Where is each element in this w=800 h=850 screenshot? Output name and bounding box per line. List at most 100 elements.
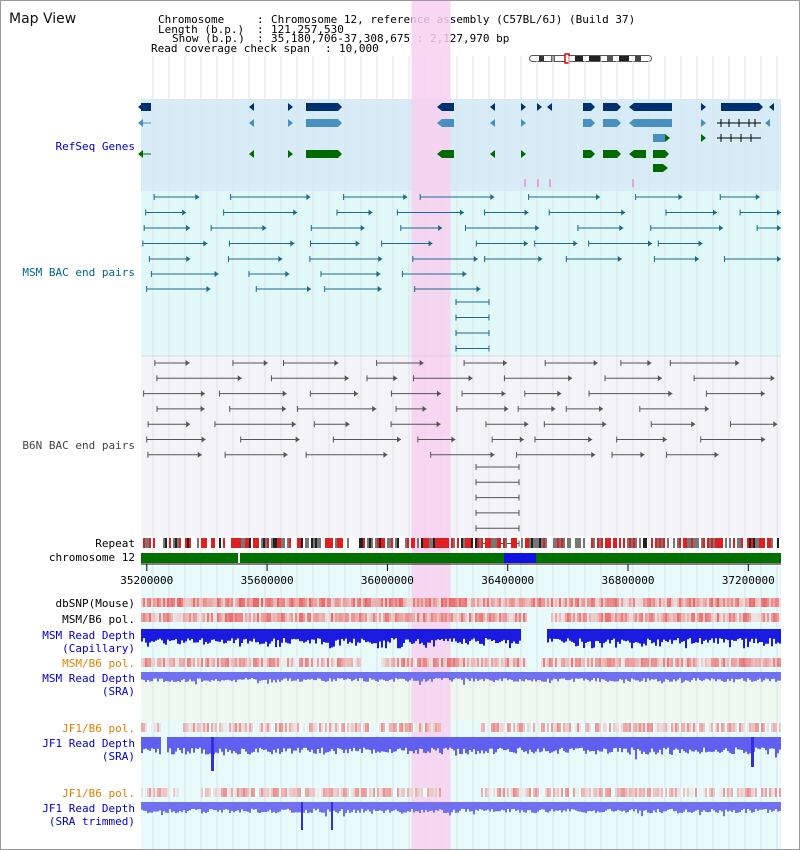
- dbsnp-cell: [261, 598, 263, 607]
- msm-capillary-depth-bar: [367, 629, 369, 642]
- jf1-b6-pol-cell: [613, 723, 615, 732]
- dbsnp-cell: [621, 598, 623, 607]
- jf1-sra-depth-bar: [441, 737, 443, 755]
- msm-b6-pol-cell: [681, 613, 683, 622]
- msm-capillary-depth-bar: [301, 629, 303, 642]
- msm-sra-depth-bar: [271, 672, 273, 683]
- jf1-sra-depth-bar: [239, 737, 241, 755]
- jf1-sra-depth-bar: [219, 737, 221, 749]
- msm-b6-pol-cell: [465, 613, 467, 622]
- jf1-b6-pol-2-cell: [205, 788, 207, 797]
- msm-b6-pol-cell: [323, 613, 325, 622]
- msm-b6-pol-cell: [251, 613, 253, 622]
- jf1-sra-depth-bar: [375, 737, 377, 753]
- msm-bac-end: [376, 271, 381, 277]
- jf1-trim-depth-bar: [247, 802, 249, 812]
- jf1-depth-spike: [211, 737, 214, 771]
- jf1-b6-pol-cell: [507, 723, 509, 732]
- msm-capillary-depth-bar: [581, 629, 583, 642]
- jf1-b6-pol-2-cell: [393, 788, 395, 797]
- msm-sra-depth-bar: [219, 672, 221, 682]
- jf1-b6-pol-2-cell: [733, 788, 735, 797]
- msm-capillary-depth-bar: [457, 629, 459, 643]
- repeat-mark: [505, 538, 507, 548]
- jf1-b6-pol-2-cell: [545, 788, 547, 797]
- dbsnp-cell: [749, 598, 751, 607]
- msm-b6-pol-2-cell: [289, 658, 291, 667]
- axis-tick-label: 36400000: [481, 574, 534, 587]
- repeat-mark: [467, 538, 469, 548]
- msm-capillary-depth-bar: [723, 629, 725, 643]
- jf1-sra-depth-bar: [157, 737, 159, 749]
- dbsnp-cell: [435, 598, 437, 607]
- repeat-mark: [237, 538, 239, 548]
- jf1-b6-pol-cell: [323, 723, 325, 732]
- msm-b6-pol-cell: [449, 613, 451, 622]
- msm-capillary-depth-bar: [503, 629, 505, 640]
- jf1-b6-pol-2-cell: [315, 788, 317, 797]
- dbsnp-cell: [245, 598, 247, 607]
- jf1-trim-depth-bar: [197, 802, 199, 810]
- msm-b6-pol-cell: [223, 613, 225, 622]
- msm-b6-pol-cell: [551, 613, 553, 622]
- msm-b6-pol-2-cell: [727, 658, 729, 667]
- jf1-sra-depth-bar: [615, 737, 617, 748]
- jf1-trim-depth-bar: [211, 802, 213, 810]
- jf1-trim-depth-bar: [701, 802, 703, 812]
- jf1-b6-pol-cell: [619, 723, 621, 732]
- msm-b6-pol-2-cell: [441, 658, 443, 667]
- msm-sra-depth-bar: [535, 672, 537, 682]
- jf1-trim-depth-bar: [661, 802, 663, 814]
- jf1-trim-depth-bar: [541, 802, 543, 810]
- jf1-b6-pol-cell: [483, 723, 485, 732]
- msm-sra-depth-bar: [375, 672, 377, 681]
- jf1-b6-pol-2-cell: [335, 788, 337, 797]
- jf1-trim-depth-bar: [697, 802, 699, 810]
- msm-sra-depth-bar: [233, 672, 235, 680]
- dbsnp-cell: [347, 598, 349, 607]
- msm-b6-pol-2-cell: [589, 658, 591, 667]
- msm-capillary-depth-bar: [459, 629, 461, 643]
- repeat-mark: [623, 538, 625, 548]
- jf1-sra-depth-bar: [611, 737, 613, 752]
- dbsnp-cell: [655, 598, 657, 607]
- msm-sra-depth-bar: [769, 672, 771, 682]
- jf1-b6-pol-2-cell: [581, 788, 583, 797]
- repeat-mark: [593, 538, 595, 548]
- msm-b6-pol-2-cell: [493, 658, 495, 667]
- repeat-mark: [609, 538, 611, 548]
- jf1-sra-depth-bar: [443, 737, 445, 749]
- gene-arrow: [629, 119, 634, 127]
- jf1-b6-pol-2-cell: [177, 788, 179, 797]
- jf1-b6-pol-cell: [307, 723, 309, 732]
- header-chromosome-value: Chromosome 12, reference assembly (C57BL…: [271, 13, 636, 26]
- msm-b6-pol-cell: [637, 613, 639, 622]
- repeat-mark: [203, 538, 205, 548]
- jf1-trim-depth-bar: [249, 802, 251, 813]
- dbsnp-cell: [517, 598, 519, 607]
- jf1-b6-pol-2-cell: [697, 788, 699, 797]
- jf1-b6-pol-2-cell: [647, 788, 649, 797]
- msm-b6-pol-2-cell: [327, 658, 329, 667]
- repeat-mark: [277, 538, 279, 548]
- jf1-sra-depth-bar: [309, 737, 311, 752]
- jf1-b6-pol-cell: [509, 723, 511, 732]
- jf1-trim-depth-bar: [253, 802, 255, 810]
- jf1-b6-pol-2-cell: [141, 788, 143, 797]
- jf1-b6-pol-2-cell: [551, 788, 553, 797]
- jf1-trim-depth-bar: [753, 802, 755, 812]
- msm-capillary-depth-bar: [199, 629, 201, 640]
- jf1-b6-pol-2-cell: [501, 788, 503, 797]
- msm-b6-pol-2-cell: [219, 658, 221, 667]
- msm-capillary-depth-bar: [257, 629, 259, 643]
- jf1-b6-pol-cell: [599, 723, 601, 732]
- jf1-trim-depth-bar: [381, 802, 383, 811]
- jf1-b6-pol-cell: [561, 723, 563, 732]
- msm-capillary-depth-bar: [725, 629, 727, 640]
- axis-tick-label: 36800000: [602, 574, 655, 587]
- msm-sra-depth-bar: [725, 672, 727, 682]
- jf1-b6-pol-cell: [315, 723, 317, 732]
- msm-sra-depth-bar: [247, 672, 249, 680]
- jf1-sra-depth-bar: [381, 737, 383, 752]
